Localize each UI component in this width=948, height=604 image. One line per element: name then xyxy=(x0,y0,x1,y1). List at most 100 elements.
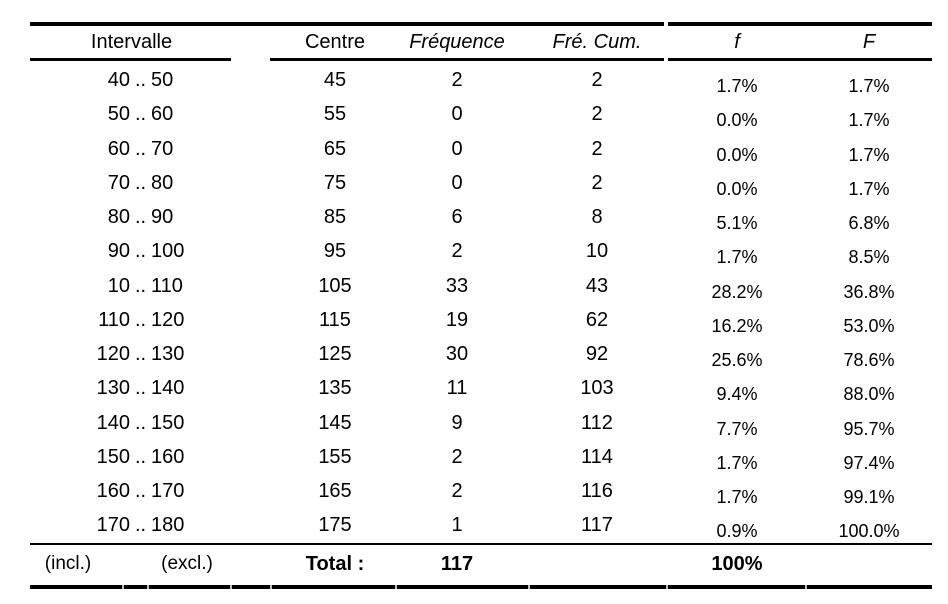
cell-F-pct: 6.8% xyxy=(848,213,890,234)
column-header-intervalle: Intervalle xyxy=(90,31,173,53)
cell-f-pct: 0.0% xyxy=(716,178,758,199)
bottom-rule-gap xyxy=(147,585,149,589)
cell-f-pct: 0.0% xyxy=(716,110,758,131)
cell-F-pct: 36.8% xyxy=(843,281,895,302)
cell-frequence: 2 xyxy=(451,240,463,263)
table-header-row: Intervalle Centre Fréquence Fré. Cum. f … xyxy=(0,26,948,58)
cell-centre: 55 xyxy=(323,103,347,126)
cell-fre-cum: 62 xyxy=(585,308,609,331)
cell-interval-low: 140 xyxy=(96,411,130,434)
table-row: 130 .. 140 135 11 103 9.4% 88.0% xyxy=(0,371,948,405)
table-row: 40 .. 50 45 2 2 1.7% 1.7% xyxy=(0,63,948,97)
cell-F-pct: 1.7% xyxy=(848,178,890,199)
cell-centre: 135 xyxy=(318,377,352,400)
table-row: 120 .. 130 125 30 92 25.6% 78.6% xyxy=(0,337,948,371)
cell-f-pct: 0.0% xyxy=(716,144,758,165)
cell-interval-low: 70 xyxy=(107,171,130,194)
bottom-rule-gap xyxy=(395,585,397,589)
cell-interval-high: 60 xyxy=(151,103,174,126)
cell-interval-high: 130 xyxy=(151,343,185,366)
cell-F-pct: 1.7% xyxy=(848,76,890,96)
cell-frequence: 9 xyxy=(451,411,463,434)
cell-interval-low: 110 xyxy=(98,308,130,331)
cell-interval-high: 80 xyxy=(151,171,174,194)
cell-interval-low: 130 xyxy=(96,377,130,400)
footer-total-frequency: 117 xyxy=(440,553,474,575)
bottom-rule-gap xyxy=(270,585,272,589)
cell-F-pct: 100.0% xyxy=(838,521,900,542)
column-header-fre-cum: Fré. Cum. xyxy=(552,31,642,53)
table-row: 70 .. 80 75 0 2 0.0% 1.7% xyxy=(0,166,948,200)
bottom-rule-gap xyxy=(805,585,807,589)
footer-total-label: Total : xyxy=(305,553,365,575)
interval-separator: .. xyxy=(134,103,147,126)
footer-excl-label: (excl.) xyxy=(161,553,213,574)
cell-F-pct: 95.7% xyxy=(843,418,895,439)
table-row: 50 .. 60 55 0 2 0.0% 1.7% xyxy=(0,97,948,131)
cell-interval-high: 50 xyxy=(151,69,174,91)
cell-interval-high: 170 xyxy=(151,480,185,503)
cell-frequence: 1 xyxy=(451,514,463,537)
interval-separator: .. xyxy=(134,274,147,297)
cell-interval-high: 90 xyxy=(151,206,174,229)
cell-fre-cum: 103 xyxy=(580,377,614,400)
cell-fre-cum: 2 xyxy=(591,69,603,91)
cell-frequence: 2 xyxy=(451,445,463,468)
table-row: 90 .. 100 95 2 10 1.7% 8.5% xyxy=(0,234,948,268)
table-row: 110 .. 120 115 19 62 16.2% 53.0% xyxy=(0,303,948,337)
cell-interval-low: 40 xyxy=(107,69,130,91)
table-footer-row: (incl.) (excl.) Total : 117 100% xyxy=(0,545,948,585)
cell-frequence: 0 xyxy=(451,137,463,160)
bottom-rule-gap xyxy=(122,585,124,589)
interval-separator: .. xyxy=(134,445,147,468)
cell-interval-low: 160 xyxy=(96,480,130,503)
cell-interval-low: 170 xyxy=(96,514,130,537)
bottom-rule-gap xyxy=(528,585,530,589)
bottom-rule-gap xyxy=(666,585,668,589)
table-row: 10 .. 110 105 33 43 28.2% 36.8% xyxy=(0,269,948,303)
cell-f-pct: 1.7% xyxy=(716,76,758,96)
cell-f-pct: 7.7% xyxy=(716,418,758,439)
cell-interval-high: 140 xyxy=(151,377,185,400)
interval-separator: .. xyxy=(134,308,147,331)
cell-centre: 145 xyxy=(318,411,352,434)
cell-centre: 125 xyxy=(318,343,352,366)
cell-frequence: 19 xyxy=(445,308,469,331)
interval-separator: .. xyxy=(134,377,147,400)
table-row: 140 .. 150 145 9 112 7.7% 95.7% xyxy=(0,406,948,440)
cell-interval-low: 80 xyxy=(107,206,130,229)
cell-f-pct: 16.2% xyxy=(711,315,763,336)
cell-centre: 95 xyxy=(323,240,347,263)
cell-interval-high: 180 xyxy=(151,514,185,537)
cell-interval-low: 150 xyxy=(96,445,130,468)
cell-f-pct: 1.7% xyxy=(716,487,758,508)
cell-F-pct: 99.1% xyxy=(843,487,895,508)
cell-F-pct: 53.0% xyxy=(843,315,895,336)
cell-centre: 175 xyxy=(318,514,352,537)
cell-frequence: 2 xyxy=(451,480,463,503)
cell-fre-cum: 10 xyxy=(585,240,609,263)
cell-fre-cum: 43 xyxy=(585,274,609,297)
interval-separator: .. xyxy=(134,411,147,434)
cell-centre: 65 xyxy=(323,137,347,160)
top-rule-left-segment xyxy=(30,22,664,26)
cell-centre: 115 xyxy=(319,308,351,331)
cell-centre: 155 xyxy=(318,445,352,468)
footer-top-rule xyxy=(30,543,932,545)
cell-interval-high: 100 xyxy=(151,240,185,263)
cell-centre: 75 xyxy=(323,171,347,194)
cell-f-pct: 0.9% xyxy=(716,521,758,542)
cell-interval-high: 110 xyxy=(151,274,183,297)
interval-separator: .. xyxy=(134,171,147,194)
cell-centre: 165 xyxy=(318,480,352,503)
interval-separator: .. xyxy=(134,514,147,537)
footer-incl-label: (incl.) xyxy=(44,553,92,574)
cell-f-pct: 9.4% xyxy=(716,384,758,405)
cell-F-pct: 78.6% xyxy=(843,350,895,371)
cell-interval-high: 70 xyxy=(151,137,174,160)
cell-frequence: 11 xyxy=(446,377,468,400)
cell-fre-cum: 112 xyxy=(581,411,613,434)
table-row: 80 .. 90 85 6 8 5.1% 6.8% xyxy=(0,200,948,234)
header-underline-middle xyxy=(270,58,664,61)
